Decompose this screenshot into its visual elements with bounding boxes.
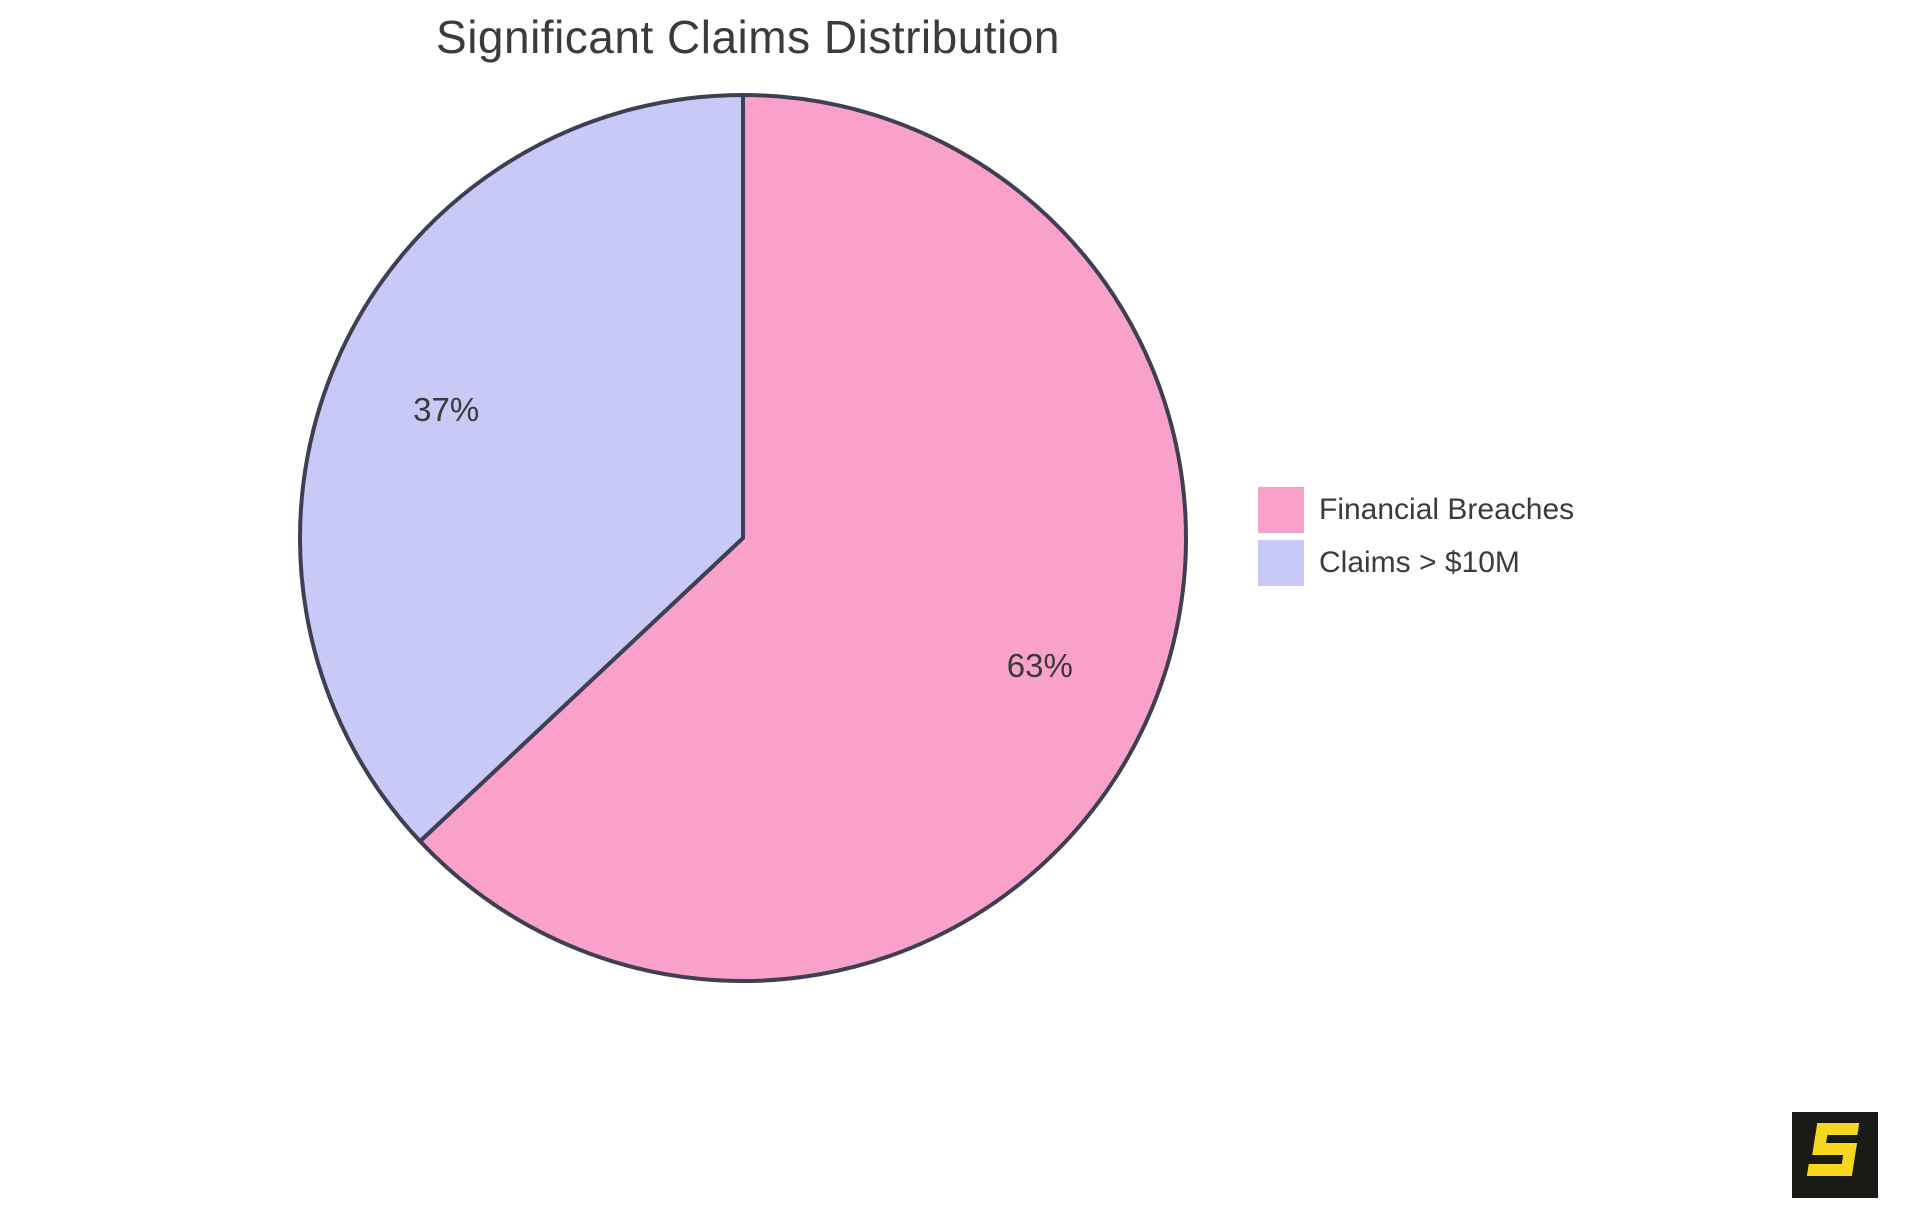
slice-percent-label-financial-breaches: 63%: [1006, 647, 1073, 685]
legend-swatch-financial-breaches-icon: [1258, 487, 1304, 533]
pie-slice-financial-breaches[interactable]: [418, 93, 1188, 983]
legend-item-financial-breaches[interactable]: Financial Breaches: [1258, 487, 1574, 533]
legend-label-financial-breaches: Financial Breaches: [1319, 493, 1575, 526]
legend-swatch-claims-over-10m-icon: [1258, 540, 1304, 586]
chart-title: Significant Claims Distribution: [436, 11, 1060, 63]
legend-label-claims-over-10m: Claims > $10M: [1319, 546, 1520, 579]
slice-percent-label-claims-over-10m: 37%: [413, 390, 480, 428]
pie-slice-claims-over-10m[interactable]: [298, 93, 745, 844]
logo-badge[interactable]: [1792, 1112, 1878, 1198]
legend: Financial Breaches Claims > $10M: [1258, 487, 1574, 586]
logo-s-icon: [1792, 1112, 1878, 1198]
legend-item-claims-over-10m[interactable]: Claims > $10M: [1258, 540, 1574, 586]
pie-chart: [298, 93, 1188, 983]
